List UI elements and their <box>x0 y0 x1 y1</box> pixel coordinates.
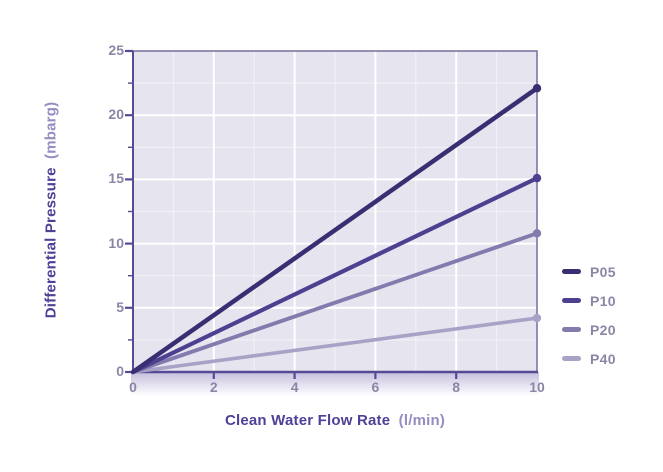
legend-swatch-icon <box>562 356 581 361</box>
x-axis-title: Clean Water Flow Rate (l/min) <box>225 412 445 429</box>
y-tick-label: 20 <box>108 106 124 123</box>
legend-label: P20 <box>590 321 616 338</box>
legend-item-P10: P10 <box>562 286 616 315</box>
legend-label: P10 <box>590 292 616 309</box>
series-line-P20 <box>131 229 542 374</box>
legend-swatch-icon <box>562 327 581 332</box>
series-line-P40 <box>131 313 542 374</box>
series-line-P10 <box>130 173 542 375</box>
x-axis-title-text: Clean Water Flow Rate <box>224 412 391 429</box>
y-tick-label: 15 <box>108 170 124 187</box>
x-tick-label: 4 <box>290 379 299 395</box>
y-axis-title: Differential Pressure (mbarg) <box>43 102 60 319</box>
legend-swatch-icon <box>562 269 581 274</box>
legend-label: P05 <box>590 263 616 280</box>
x-tick-label: 10 <box>529 379 545 395</box>
legend-item-P05: P05 <box>562 257 616 286</box>
y-tick-label: 25 <box>108 42 124 58</box>
x-tick-label: 8 <box>452 379 461 395</box>
chart-legend: P05 P10 P20 P40 <box>562 257 616 373</box>
legend-swatch-icon <box>562 298 581 303</box>
y-tick-label: 5 <box>116 298 124 315</box>
legend-item-P20: P20 <box>562 315 616 344</box>
y-axis-title-text: Differential Pressure <box>42 167 60 319</box>
x-tick-label: 6 <box>371 379 380 395</box>
x-axis-title-unit: (l/min) <box>398 412 446 429</box>
legend-item-P40: P40 <box>562 344 616 373</box>
x-tick-label: 2 <box>209 379 218 395</box>
y-axis-title-unit: (mbarg) <box>42 101 60 159</box>
y-tick-label: 0 <box>116 363 124 379</box>
series-line-P05 <box>130 84 542 375</box>
x-tick-label: 0 <box>129 379 137 395</box>
legend-label: P40 <box>590 350 616 367</box>
y-tick-label: 10 <box>108 234 124 251</box>
